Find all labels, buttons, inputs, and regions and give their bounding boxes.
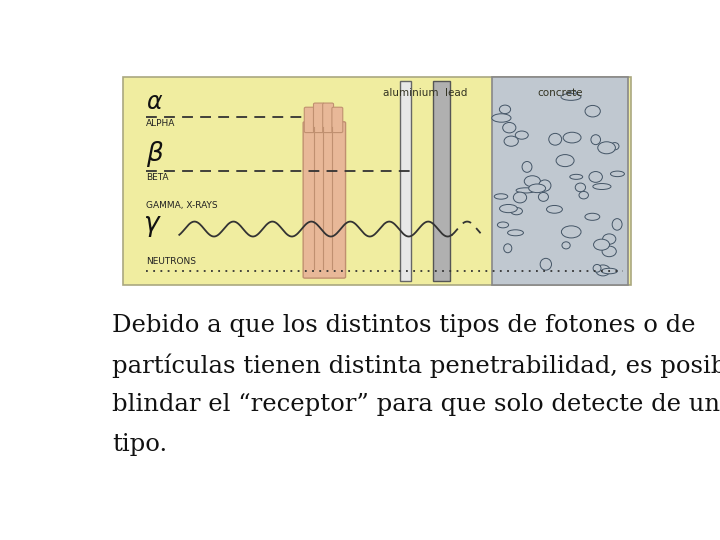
Ellipse shape <box>563 132 581 143</box>
Ellipse shape <box>570 174 582 179</box>
Ellipse shape <box>504 136 518 146</box>
Ellipse shape <box>528 184 546 193</box>
Ellipse shape <box>562 226 581 238</box>
Text: BETA: BETA <box>145 173 168 182</box>
Ellipse shape <box>602 246 616 256</box>
Ellipse shape <box>494 194 508 199</box>
Ellipse shape <box>539 192 549 201</box>
Ellipse shape <box>498 222 508 228</box>
Ellipse shape <box>598 142 616 154</box>
Ellipse shape <box>500 205 518 213</box>
Ellipse shape <box>585 105 600 117</box>
Bar <box>400 82 411 281</box>
Text: $\alpha$: $\alpha$ <box>145 91 163 114</box>
Ellipse shape <box>556 154 574 167</box>
FancyBboxPatch shape <box>332 107 343 133</box>
Ellipse shape <box>516 188 536 193</box>
Ellipse shape <box>595 265 610 276</box>
FancyBboxPatch shape <box>303 122 346 278</box>
Ellipse shape <box>593 265 601 272</box>
Text: partículas tienen distinta penetrabilidad, es posible: partículas tienen distinta penetrabilida… <box>112 354 720 379</box>
Ellipse shape <box>593 239 610 250</box>
Ellipse shape <box>567 91 577 100</box>
Ellipse shape <box>601 268 618 274</box>
Bar <box>492 77 629 285</box>
Ellipse shape <box>575 183 585 192</box>
Ellipse shape <box>593 184 611 190</box>
Ellipse shape <box>579 192 588 199</box>
Text: NEUTRONS: NEUTRONS <box>145 258 196 266</box>
Ellipse shape <box>612 219 622 230</box>
Ellipse shape <box>591 134 600 145</box>
Text: aluminium  lead: aluminium lead <box>382 87 467 98</box>
Text: $\beta$: $\beta$ <box>145 139 164 169</box>
Ellipse shape <box>611 171 624 177</box>
Text: Debido a que los distintos tipos de fotones o de: Debido a que los distintos tipos de foto… <box>112 314 696 338</box>
Ellipse shape <box>546 205 562 213</box>
Ellipse shape <box>516 131 528 139</box>
Ellipse shape <box>611 143 619 150</box>
FancyBboxPatch shape <box>305 107 315 133</box>
Ellipse shape <box>549 133 562 145</box>
Ellipse shape <box>524 176 541 187</box>
FancyBboxPatch shape <box>313 103 324 133</box>
Ellipse shape <box>522 161 532 172</box>
Ellipse shape <box>603 234 616 244</box>
Text: tipo.: tipo. <box>112 433 168 456</box>
Bar <box>433 82 450 281</box>
Ellipse shape <box>539 180 551 191</box>
Ellipse shape <box>540 258 552 270</box>
Ellipse shape <box>503 123 516 133</box>
Ellipse shape <box>562 242 570 249</box>
Ellipse shape <box>561 93 581 100</box>
FancyBboxPatch shape <box>323 103 333 133</box>
Ellipse shape <box>504 244 512 253</box>
Ellipse shape <box>510 207 523 215</box>
Ellipse shape <box>492 114 511 122</box>
Text: ALPHA: ALPHA <box>145 119 175 128</box>
Bar <box>124 77 631 285</box>
Ellipse shape <box>513 192 526 203</box>
Ellipse shape <box>585 213 600 220</box>
Text: concrete: concrete <box>537 87 583 98</box>
Text: GAMMA, X-RAYS: GAMMA, X-RAYS <box>145 201 217 210</box>
Ellipse shape <box>508 230 523 236</box>
Ellipse shape <box>500 105 510 113</box>
Text: blindar el “receptor” para que solo detecte de un: blindar el “receptor” para que solo dete… <box>112 393 720 416</box>
Text: $\gamma$: $\gamma$ <box>143 214 162 239</box>
Ellipse shape <box>589 172 603 183</box>
